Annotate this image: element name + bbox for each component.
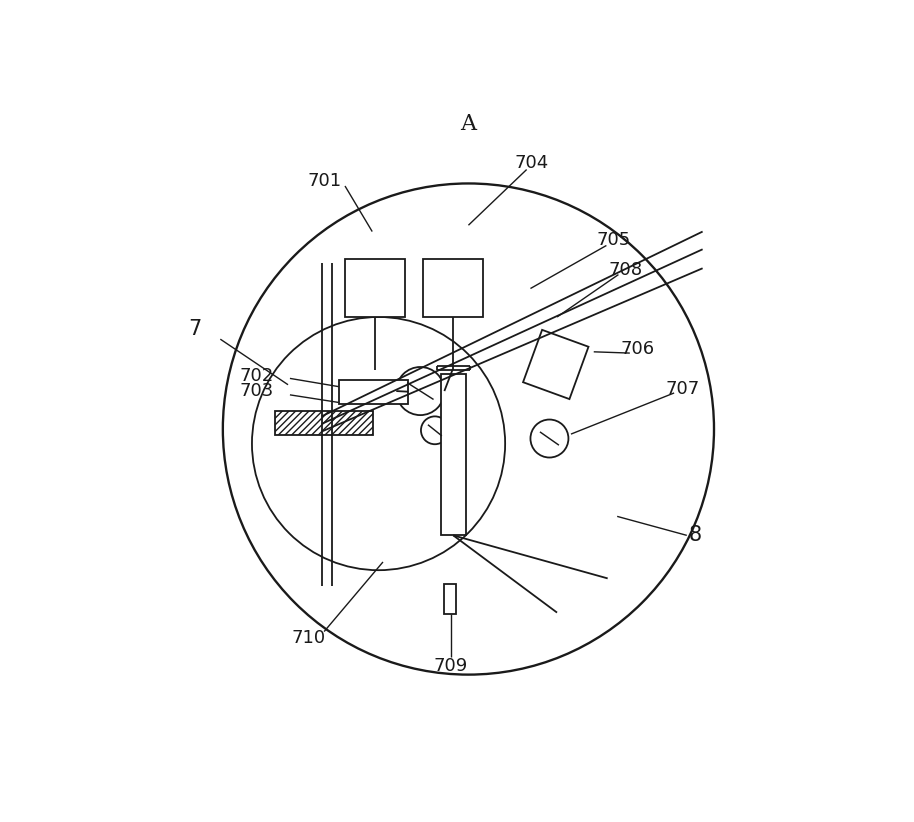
Text: 705: 705 <box>597 232 632 249</box>
Circle shape <box>530 419 569 458</box>
Bar <box>339 380 409 404</box>
Text: 710: 710 <box>292 629 326 647</box>
Text: 703: 703 <box>239 382 273 400</box>
Text: 708: 708 <box>609 261 643 279</box>
Polygon shape <box>523 330 589 399</box>
Bar <box>275 411 374 436</box>
Text: 706: 706 <box>621 340 655 358</box>
Bar <box>345 259 405 317</box>
Text: 701: 701 <box>307 172 341 190</box>
Circle shape <box>223 183 714 675</box>
Bar <box>441 374 466 535</box>
Text: A: A <box>461 113 476 135</box>
Circle shape <box>397 367 444 415</box>
Text: 709: 709 <box>433 658 468 676</box>
Bar <box>444 584 456 615</box>
Text: 7: 7 <box>188 319 202 339</box>
Circle shape <box>421 417 449 444</box>
Text: 704: 704 <box>515 155 548 172</box>
Circle shape <box>252 317 505 570</box>
Text: 707: 707 <box>665 380 699 398</box>
Bar <box>423 259 483 317</box>
Text: 8: 8 <box>688 525 702 545</box>
Text: 702: 702 <box>239 367 273 385</box>
